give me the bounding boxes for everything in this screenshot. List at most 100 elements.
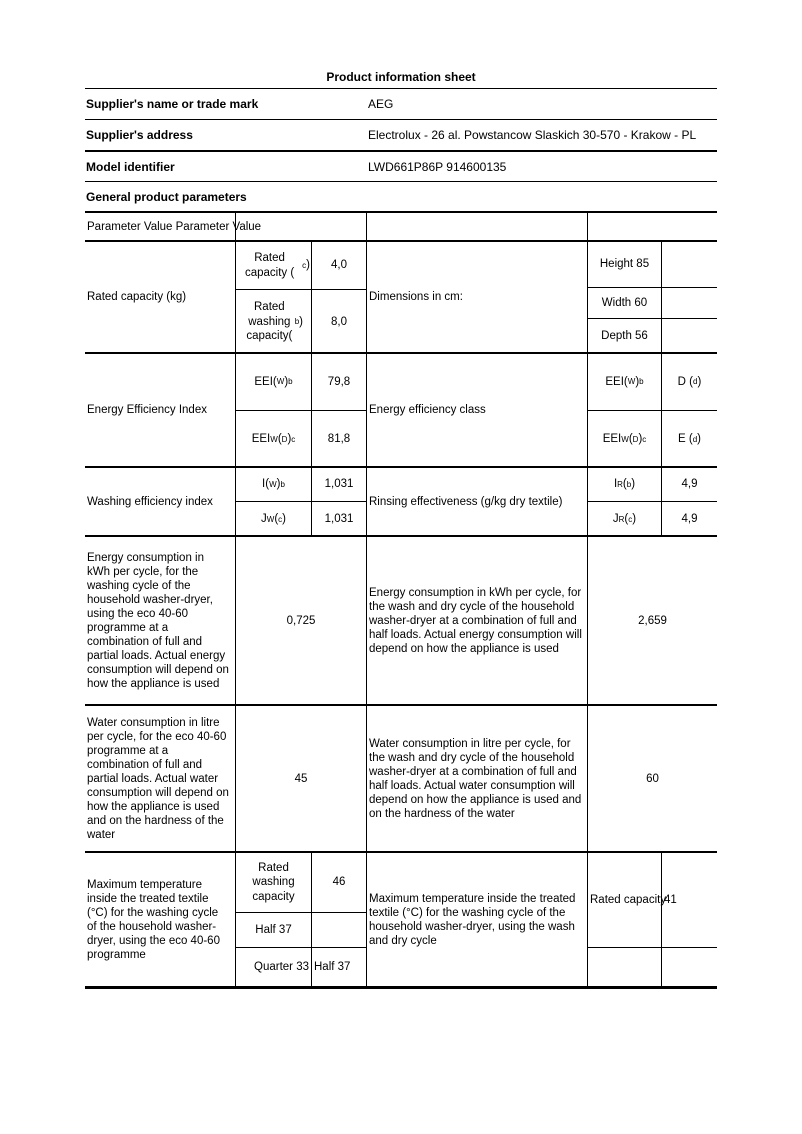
- rated-washing-capacity-label: Rated washing capacity(b): [246, 301, 303, 343]
- max-temp-quarter-value: Half 37: [314, 960, 351, 973]
- energy-consumption-wash-param: Energy consumption in kWh per cycle, for…: [87, 551, 229, 690]
- eei-wd-value: 81,8: [327, 433, 351, 446]
- param-name-cell: Energy Efficiency Index: [85, 354, 236, 466]
- max-temp-rated-value: 46: [312, 853, 366, 913]
- model-identifier-label: Model identifier: [86, 159, 175, 174]
- param-name-cell: Dimensions in cm:: [367, 242, 588, 352]
- empty-cell: [662, 288, 717, 319]
- water-consumption-wash-value: 45: [294, 772, 308, 785]
- param-name-cell: Energy consumption in kWh per cycle, for…: [367, 537, 588, 704]
- water-consumption-washdry-value: 60: [646, 772, 659, 785]
- parameters-table: Parameter Value Parameter Value Rated ca…: [85, 211, 717, 989]
- supplier-name-value: AEG: [368, 97, 394, 111]
- empty-header-cell: [236, 213, 367, 240]
- energy-class-wd-value: E (d): [678, 433, 701, 446]
- rated-capacity-value: 4,0: [312, 242, 366, 290]
- value-column: 46 Half 37: [312, 853, 367, 986]
- max-temp-rated-label: Rated washing capacity: [236, 853, 311, 913]
- energy-consumption-wash-value: 0,725: [286, 614, 316, 627]
- energy-consumption-washdry-param: Energy consumption in kWh per cycle, for…: [369, 586, 582, 655]
- param-name-cell: Rinsing effectiveness (g/kg dry textile): [367, 468, 588, 535]
- param-name-cell: Washing efficiency index: [85, 468, 236, 535]
- param-name-cell: Water consumption in litre per cycle, fo…: [85, 706, 236, 851]
- param-name-cell: Maximum temperature inside the treated t…: [85, 853, 236, 986]
- sub-param-column: EEI(W) b EEI W(D) c: [588, 354, 662, 466]
- param-name-cell: Water consumption in litre per cycle, fo…: [367, 706, 588, 851]
- jr-symbol: J R(c): [612, 513, 637, 526]
- value-column: 4,9 4,9: [662, 468, 717, 535]
- sub-param-column: Rated capacity (c) Rated washing capacit…: [236, 242, 312, 352]
- model-identifier-value: LWD661P86P 914600135: [368, 159, 507, 174]
- supplier-info-section: Supplier's name or trade mark AEG Suppli…: [85, 88, 717, 989]
- jr-value: 4,9: [681, 513, 698, 526]
- value-cell: 0,725: [236, 537, 367, 704]
- sub-param-column: Rated washing capacity Half 37 Quarter 3…: [236, 853, 312, 986]
- dimension-width: Width 60: [588, 288, 661, 319]
- value-column: 41: [662, 853, 717, 986]
- energy-class-w-value: D (d): [662, 354, 717, 411]
- energy-consumption-washdry-value: 2,659: [638, 614, 667, 627]
- eei-wd-symbol: EEI W(D) c: [251, 433, 296, 446]
- ir-value: 4,9: [662, 468, 717, 502]
- dimensions-param: Dimensions in cm:: [369, 291, 463, 303]
- sub-param-column: I R(b) J R(c): [588, 468, 662, 535]
- max-temp-washdry-rated-label: Rated capacity: [588, 853, 666, 948]
- supplier-name-label: Supplier's name or trade mark: [86, 97, 259, 111]
- supplier-address-label: Supplier's address: [86, 128, 193, 142]
- eei-param: Energy Efficiency Index: [87, 404, 207, 416]
- value-cell: 2,659: [588, 537, 717, 704]
- value-cell: 60: [588, 706, 717, 851]
- max-temp-half-label: Half 37: [236, 913, 311, 948]
- rinsing-param: Rinsing effectiveness (g/kg dry textile): [369, 495, 563, 508]
- value-column: 79,8 81,8: [312, 354, 367, 466]
- sub-param-column: EEI(W) b EEI W(D) c: [236, 354, 312, 466]
- value-column: 1,031 1,031: [312, 468, 367, 535]
- empty-cell: [312, 913, 366, 948]
- sub-param-column: I(W) b J W(c): [236, 468, 312, 535]
- value-cell: 45: [236, 706, 367, 851]
- table-header-row: Parameter Value Parameter Value: [85, 213, 717, 242]
- iw-value: 1,031: [312, 468, 366, 502]
- param-name-cell: Energy efficiency class: [367, 354, 588, 466]
- washing-efficiency-row: Washing efficiency index I(W) b J W(c) 1,0…: [85, 468, 717, 537]
- energy-efficiency-index-row: Energy Efficiency Index EEI(W) b EEI W(D) …: [85, 354, 717, 468]
- page-title: Product information sheet: [326, 70, 476, 84]
- max-temperature-row: Maximum temperature inside the treated t…: [85, 853, 717, 986]
- sub-param-column: Rated capacity: [588, 853, 666, 986]
- value-column: D (d) E (d): [662, 354, 717, 466]
- water-consumption-row: Water consumption in litre per cycle, fo…: [85, 706, 717, 853]
- empty-cell: [662, 319, 717, 354]
- eei-wd-symbol-right: EEI W(D) c: [602, 433, 647, 446]
- eei-w-symbol-right: EEI(W) b: [588, 354, 661, 411]
- empty-column: [662, 242, 717, 352]
- section-heading: General product parameters: [85, 181, 717, 211]
- param-name-cell: Maximum temperature inside the treated t…: [367, 853, 588, 986]
- jw-value: 1,031: [324, 513, 354, 526]
- empty-header-cell: [367, 213, 588, 240]
- rated-capacity-row: Rated capacity (kg) Rated capacity (c) R…: [85, 242, 717, 354]
- table-header-cell: Parameter Value Parameter Value: [85, 213, 261, 240]
- supplier-address-value: Electrolux - 26 al. Powstancow Slaskich …: [368, 128, 697, 142]
- max-temp-wash-param: Maximum temperature inside the treated t…: [87, 878, 220, 961]
- value-column: 4,0 8,0: [312, 242, 367, 352]
- eei-w-value: 79,8: [312, 354, 366, 411]
- empty-cell: [662, 948, 717, 986]
- eei-w-symbol: EEI(W) b: [236, 354, 311, 411]
- rated-capacity-param: Rated capacity (kg): [87, 291, 187, 303]
- max-temp-washdry-rated-value: 41: [662, 853, 717, 948]
- empty-header-cell: [588, 213, 717, 240]
- dimensions-column: Height 85 Width 60 Depth 56: [588, 242, 662, 352]
- energy-class-param: Energy efficiency class: [369, 404, 486, 416]
- iw-symbol: I(W) b: [236, 468, 311, 502]
- max-temp-quarter-label: Quarter 33: [254, 960, 309, 973]
- dimension-height: Height 85: [588, 242, 661, 288]
- rated-washing-capacity-value: 8,0: [331, 315, 347, 328]
- empty-cell: [588, 948, 661, 986]
- rated-capacity-c-label: Rated capacity (c): [236, 242, 311, 290]
- water-consumption-wash-param: Water consumption in litre per cycle, fo…: [87, 716, 229, 841]
- empty-cell: [662, 242, 717, 288]
- param-name-cell: Energy consumption in kWh per cycle, for…: [85, 537, 236, 704]
- supplier-address-row: Supplier's address Electrolux - 26 al. P…: [85, 119, 717, 150]
- washing-efficiency-param: Washing efficiency index: [87, 495, 213, 508]
